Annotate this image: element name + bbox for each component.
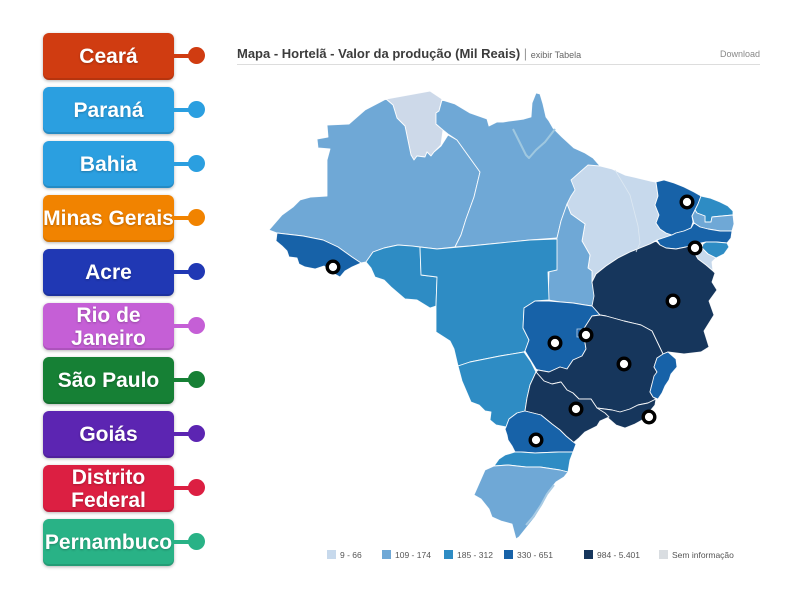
svg-text:9 - 66: 9 - 66 — [340, 550, 362, 560]
svg-text:Sem informação: Sem informação — [672, 550, 734, 560]
svg-text:984 - 5.401: 984 - 5.401 — [597, 550, 640, 560]
svg-text:330 - 651: 330 - 651 — [517, 550, 553, 560]
svg-text:109 - 174: 109 - 174 — [395, 550, 431, 560]
svg-text:185 - 312: 185 - 312 — [457, 550, 493, 560]
